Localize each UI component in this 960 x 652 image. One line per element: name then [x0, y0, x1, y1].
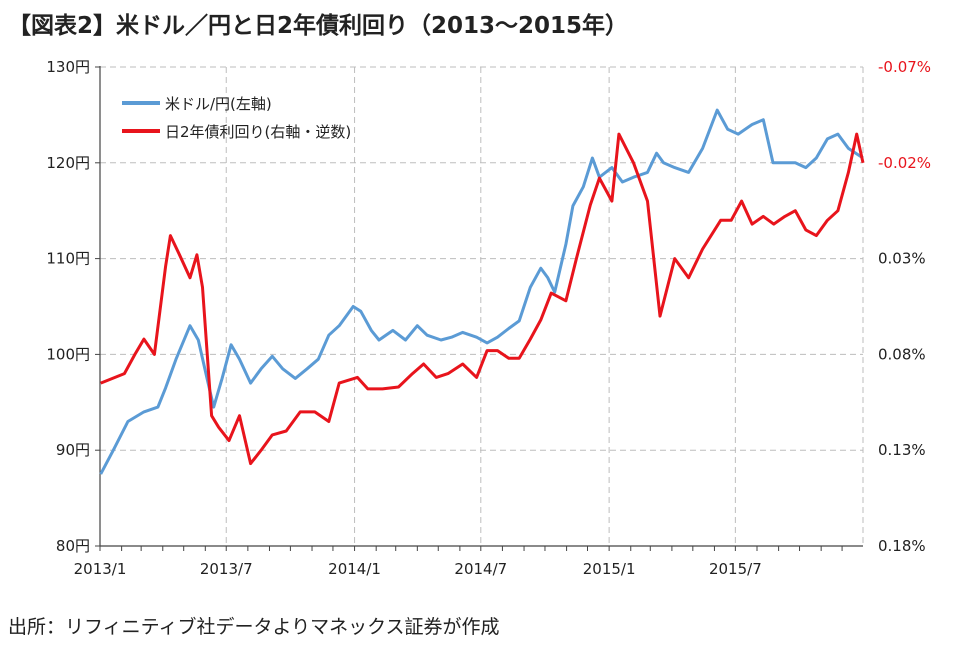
legend-label: 米ドル/円(左軸) — [165, 95, 272, 113]
x-tick-label: 2015/1 — [583, 560, 636, 578]
legend: 米ドル/円(左軸) 日2年債利回り(右軸・逆数) — [122, 95, 351, 141]
left-tick-label: 80円 — [56, 537, 90, 555]
left-tick-label: 110円 — [46, 250, 90, 268]
grid-lines — [100, 66, 864, 546]
left-tick-label: 100円 — [46, 345, 90, 363]
series-layer — [99, 108, 865, 475]
x-tick-label: 2013/7 — [200, 560, 253, 578]
usdjpy-line — [99, 108, 864, 475]
right-tick-label: 0.08% — [878, 345, 926, 363]
left-tick-label: 130円 — [46, 58, 90, 76]
right-tick-label: 0.13% — [878, 441, 926, 459]
axes: 80円 90円 100円 110円 120円 130円 -0.07% -0.02% 0.03% 0… — [46, 58, 931, 578]
legend-label: 日2年債利回り(右軸・逆数) — [165, 123, 351, 141]
right-tick-label: 0.03% — [878, 250, 926, 268]
left-tick-label: 120円 — [46, 154, 90, 172]
left-tick-label: 90円 — [56, 441, 90, 459]
x-tick-label: 2013/1 — [74, 560, 127, 578]
chart-title: 【図表2】米ドル／円と日2年債利回り（2013〜2015年） — [8, 13, 629, 39]
right-tick-label: -0.07% — [878, 58, 931, 76]
x-tick-label: 2014/7 — [454, 560, 507, 578]
x-tick-label: 2014/1 — [328, 560, 381, 578]
x-tick-label: 2015/7 — [709, 560, 762, 578]
right-tick-label: -0.02% — [878, 154, 931, 172]
line-chart: 80円 90円 100円 110円 120円 130円 -0.07% -0.02% 0.03% 0… — [46, 58, 931, 578]
jgb2y-line — [100, 132, 865, 466]
right-tick-label: 0.18% — [878, 537, 926, 555]
source-note: 出所：リフィニティブ社データよりマネックス証券が作成 — [8, 616, 500, 638]
